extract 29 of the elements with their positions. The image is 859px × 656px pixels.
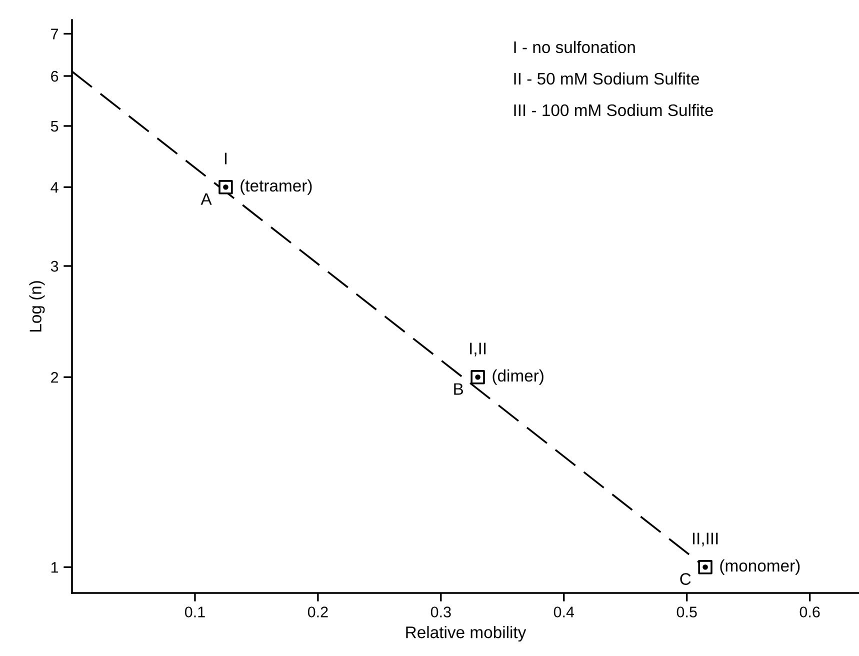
annotation: (dimer) — [492, 369, 544, 385]
x-tick-label: 0.6 — [800, 606, 820, 618]
point — [218, 180, 233, 194]
annotation: C — [680, 573, 691, 585]
annotation: I - no sulfonation — [514, 40, 635, 54]
y-axis-title: Log (n) — [29, 281, 45, 332]
annotation: II,III — [692, 532, 718, 546]
x-tick-label: 0.4 — [554, 606, 574, 618]
x-tick-label: 0.2 — [308, 606, 328, 618]
x-axis-title: Relative mobility — [406, 626, 526, 642]
annotation: II - 50 mM Sodium Sulfite — [514, 72, 700, 85]
annotation: (tetramer) — [240, 179, 312, 195]
annotation: B — [454, 383, 464, 395]
y-tick-label: 5 — [50, 121, 58, 132]
y-tick-label: 7 — [51, 28, 58, 40]
y-tick-label: 6 — [51, 70, 58, 82]
point — [470, 370, 485, 384]
annotation: I — [224, 152, 226, 164]
y-tick-label: 1 — [51, 562, 58, 573]
annotation: I,II — [470, 342, 486, 356]
x-tick-label: 0.1 — [184, 606, 205, 618]
y-tick-label: 2 — [51, 372, 58, 383]
annotation: III - 100 mM Sodium Sulfite — [514, 104, 713, 116]
y-tick-label: 3 — [50, 260, 58, 272]
y-tick-label: 4 — [50, 182, 58, 193]
annotation: (monomer) — [720, 559, 800, 575]
annotation: A — [200, 193, 212, 205]
x-tick-label: 0.5 — [676, 606, 697, 618]
x-tick-label: 0.3 — [430, 606, 451, 618]
